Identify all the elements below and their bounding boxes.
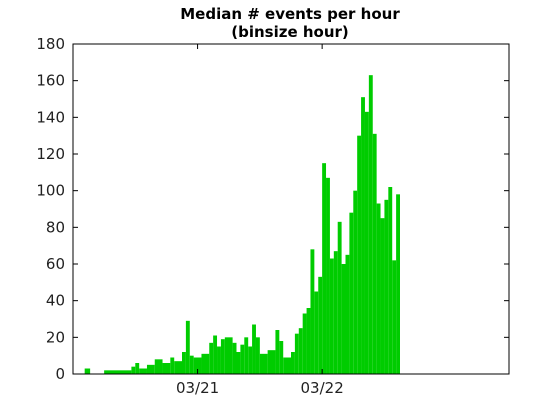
chart-title: Median # events per hour — [180, 5, 400, 23]
bar-37 — [302, 313, 307, 374]
bar-47 — [341, 264, 346, 374]
bar-49 — [349, 212, 354, 374]
bar-27 — [252, 324, 256, 374]
y-tick-label: 140 — [36, 108, 65, 126]
bar-55 — [372, 133, 377, 374]
y-axis: 0 20 40 60 80 100 120 140 160 180 — [36, 35, 509, 383]
y-tick-label: 20 — [46, 328, 65, 346]
bar-9 — [162, 363, 171, 374]
chart-subtitle: (binsize hour) — [231, 23, 349, 41]
bar-5 — [135, 363, 140, 374]
bar-20 — [220, 339, 225, 374]
bar-42 — [322, 163, 327, 374]
bar-45 — [333, 251, 338, 374]
bar-46 — [337, 221, 342, 374]
bar-38 — [306, 308, 311, 374]
bar-32 — [279, 341, 284, 374]
bar-21 — [224, 337, 233, 374]
bar-44 — [329, 258, 334, 374]
bar-8 — [154, 359, 163, 374]
bar-57 — [380, 218, 385, 374]
bar-26 — [248, 346, 253, 374]
x-axis: 03/21 03/22 — [176, 44, 344, 397]
y-tick-label: 60 — [46, 255, 65, 273]
bar-51 — [357, 135, 362, 374]
x-tick-label: 03/21 — [176, 379, 219, 397]
bar-60 — [392, 260, 397, 374]
bar-61 — [396, 194, 400, 374]
bar-33 — [283, 357, 291, 374]
bar-22 — [232, 342, 237, 374]
bar-56 — [376, 203, 381, 374]
bar-7 — [146, 364, 155, 374]
bar-40 — [314, 291, 319, 374]
bar-10 — [170, 357, 175, 374]
bar-39 — [310, 249, 315, 374]
y-tick-label: 40 — [46, 292, 65, 310]
y-tick-label: 100 — [36, 182, 65, 200]
bar-13 — [185, 320, 190, 374]
bar-28 — [255, 337, 260, 374]
bar-17 — [209, 342, 214, 374]
bar-16 — [201, 353, 210, 374]
bar-54 — [368, 75, 373, 375]
y-tick-label: 180 — [36, 35, 65, 53]
bar-43 — [326, 177, 330, 374]
bar-34 — [291, 352, 295, 374]
y-tick-label: 120 — [36, 145, 65, 163]
bar-15 — [193, 357, 202, 374]
bar-1 — [84, 368, 91, 374]
bar-23 — [236, 352, 241, 374]
y-tick-label: 160 — [36, 72, 65, 90]
bar-29 — [259, 353, 268, 374]
bar-36 — [298, 328, 303, 374]
bar-3 — [104, 370, 132, 374]
bar-59 — [388, 187, 393, 374]
bar-19 — [217, 346, 221, 374]
bars-group — [84, 75, 400, 375]
bar-4 — [131, 366, 136, 374]
bar-52 — [361, 97, 365, 375]
y-tick-label: 80 — [46, 218, 65, 236]
bar-18 — [213, 335, 218, 374]
plot-frame — [72, 43, 510, 375]
bar-30 — [267, 350, 276, 374]
bar-58 — [384, 199, 389, 374]
bar-53 — [364, 111, 369, 374]
bar-50 — [353, 190, 358, 374]
x-tick-label: 03/22 — [301, 379, 344, 397]
bar-12 — [182, 352, 186, 374]
bar-14 — [189, 355, 194, 374]
y-tick-label: 0 — [55, 365, 65, 383]
bar-48 — [345, 254, 350, 374]
bar-31 — [275, 330, 280, 374]
bar-41 — [318, 276, 323, 374]
bar-24 — [240, 344, 245, 374]
bar-25 — [244, 337, 249, 374]
bar-35 — [294, 333, 299, 374]
bar-6 — [139, 368, 147, 374]
bar-11 — [174, 361, 182, 374]
